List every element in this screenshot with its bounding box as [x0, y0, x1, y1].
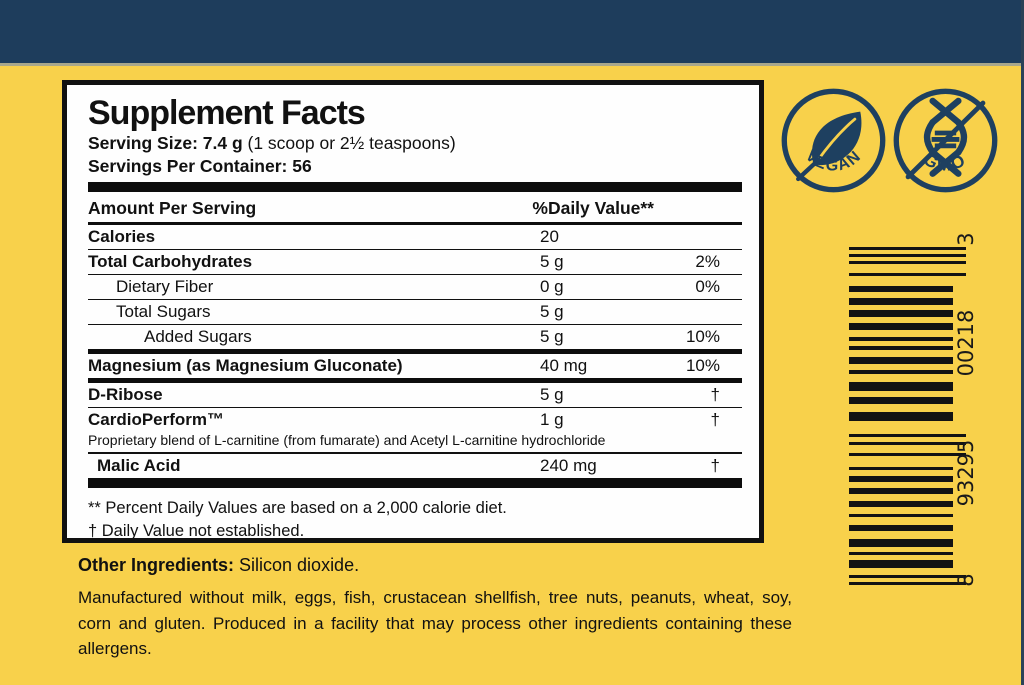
table-row-added-sugars: Added Sugars 5 g 10%: [88, 324, 742, 349]
table-row-total-sugars: Total Sugars 5 g: [88, 299, 742, 324]
barcode-bar: [849, 310, 953, 317]
barcode-digit-group: 93295: [954, 439, 978, 507]
barcode-bar: [849, 539, 953, 547]
barcode-bar: [849, 261, 966, 264]
footnotes: ** Percent Daily Values are based on a 2…: [88, 497, 742, 540]
table-row-magnesium: Magnesium (as Magnesium Gluconate) 40 mg…: [88, 349, 742, 378]
barcode-bar: [849, 323, 953, 330]
table-row-cardioperform: CardioPerform™ 1 g †: [88, 407, 742, 432]
footnote-dagger: † Daily Value not established.: [88, 521, 305, 540]
servings-per-container: Servings Per Container: 56: [88, 156, 312, 176]
gmo-free-badge-icon: GMO: [893, 88, 998, 193]
slash-icon: [905, 100, 986, 180]
barcode-bar: [849, 286, 953, 292]
other-ingredients-line: Other Ingredients: Silicon dioxide.: [78, 555, 359, 576]
serving-size-note: (1 scoop or 2½ teaspoons): [242, 133, 456, 153]
barcode-bar: [849, 476, 953, 482]
dna-icon: [923, 97, 968, 177]
barcode-bar: [849, 552, 953, 555]
table-row-d-ribose: D-Ribose 5 g †: [88, 378, 742, 407]
header-amount-per-serving: Amount Per Serving: [88, 198, 257, 218]
barcode-bar: [849, 298, 953, 305]
barcode-bar: [849, 247, 966, 250]
proprietary-blend-note: Proprietary blend of L-carnitine (from f…: [88, 432, 606, 448]
barcode-bar: [849, 560, 953, 568]
barcode-bar: [849, 514, 953, 517]
barcode-bar: [849, 488, 953, 494]
serving-size-line: Serving Size: 7.4 g (1 scoop or 2½ teasp…: [88, 132, 742, 155]
svg-text:GMO: GMO: [921, 150, 971, 175]
panel-title: Supplement Facts: [88, 94, 366, 132]
table-row-dietary-fiber: Dietary Fiber 0 g 0%: [88, 274, 742, 299]
other-ingredients-label: Other Ingredients:: [78, 555, 235, 575]
supplement-facts-panel: Supplement Facts Serving Size: 7.4 g (1 …: [62, 80, 764, 543]
table-row-calories: Calories 20: [88, 227, 559, 246]
barcode-bar: [849, 582, 966, 585]
barcode-digit-group: 00218: [954, 309, 978, 377]
barcode-bar: [849, 397, 953, 404]
footnote-daily-values: ** Percent Daily Values are based on a 2…: [88, 499, 507, 517]
barcode-bar: [849, 453, 966, 456]
barcode-bar: [849, 357, 953, 364]
vegan-badge-icon: VEGAN: [781, 88, 886, 193]
barcode-bar: [849, 254, 966, 257]
divider-bar-bottom: [88, 478, 742, 488]
other-ingredients-value: Silicon dioxide.: [234, 555, 360, 575]
barcode-digit-group: 8: [954, 573, 978, 587]
barcode: [849, 247, 979, 592]
barcode-digit-group: 3: [954, 232, 978, 246]
header-daily-value: %Daily Value**: [532, 198, 654, 218]
barcode-bar: [849, 337, 953, 341]
barcode-bar: [849, 467, 953, 470]
barcode-bar: [849, 370, 953, 374]
table-row-total-carbohydrates: Total Carbohydrates 5 g 2%: [88, 249, 742, 274]
divider-bar-top: [88, 182, 742, 192]
barcode-bar: [849, 346, 953, 350]
gmo-badge-label: GMO: [921, 150, 968, 175]
barcode-bar: [849, 273, 966, 276]
band-separator-line: [0, 63, 1024, 66]
right-edge-strip: [1021, 0, 1024, 685]
barcode-bar: [849, 525, 953, 531]
barcode-bar: [849, 434, 966, 437]
barcode-bar: [849, 442, 966, 445]
barcode-bar: [849, 575, 966, 578]
allergen-statement: Manufactured without milk, eggs, fish, c…: [78, 588, 792, 658]
serving-size-label: Serving Size: 7.4 g: [88, 133, 243, 153]
barcode-bar: [849, 382, 953, 391]
barcode-bar: [849, 412, 953, 421]
top-navy-band: [0, 0, 1024, 63]
table-header: Amount Per Serving %Daily Value**: [88, 194, 742, 225]
table-row-malic-acid: Malic Acid 240 mg †: [88, 452, 742, 478]
barcode-bar: [849, 501, 953, 507]
